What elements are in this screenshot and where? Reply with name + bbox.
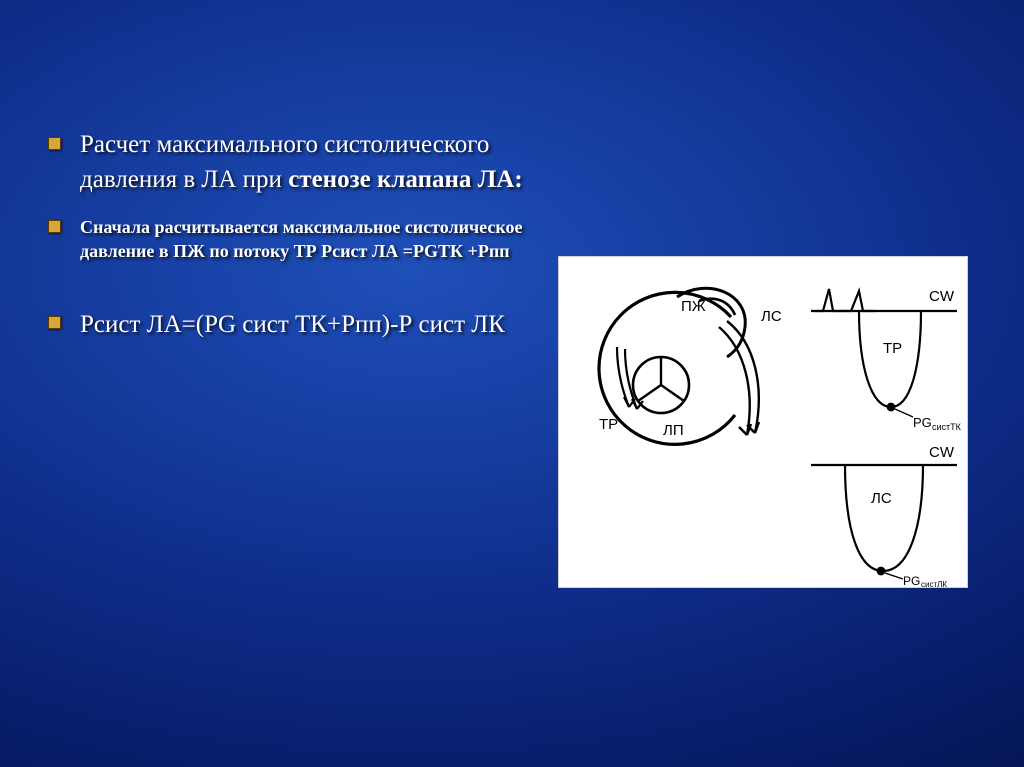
label-ls: ЛС (761, 308, 782, 325)
label-pg-bot-sub: систЛК (921, 580, 947, 587)
slide: Расчет максимального систолического давл… (0, 0, 1024, 767)
label-pg-bot: PG (903, 574, 920, 587)
wave-bot (811, 465, 957, 579)
diagram-figure: ПЖ ЛС ТР ЛП CW ТР PG систТК (558, 256, 968, 588)
text-content: Расчет максимального систолического давл… (46, 128, 536, 360)
diagram-svg: ПЖ ЛС ТР ЛП CW ТР PG систТК (559, 257, 967, 587)
bullet-item-1: Расчет максимального систолического давл… (46, 128, 536, 197)
bullet-list: Расчет максимального систолического давл… (46, 128, 536, 342)
bullet-item-3: Рсист ЛА=(PG сист ТК+Рпп)-Р сист ЛК (46, 308, 536, 343)
bullet-3-text: Рсист ЛА=(PG сист ТК+Рпп)-Р сист ЛК (80, 311, 505, 338)
label-pg-top: PG (913, 415, 932, 430)
label-pg-top-sub: систТК (932, 422, 962, 432)
label-ls-bot: ЛС (871, 490, 892, 507)
label-lp: ЛП (663, 422, 684, 439)
label-cw-bot: CW (929, 444, 955, 461)
label-pz: ПЖ (681, 298, 706, 315)
bullet-2-text: Сначала расчитывается максимальное систо… (80, 217, 522, 261)
bullet-1-bold: стенозе клапана ЛА: (288, 166, 522, 193)
heart-group (599, 288, 759, 444)
label-cw-top: CW (929, 288, 955, 305)
label-tr: ТР (599, 416, 618, 433)
bullet-item-2: Сначала расчитывается максимальное систо… (46, 215, 536, 264)
ls-arrow (719, 321, 759, 435)
label-tr-top: ТР (883, 340, 902, 357)
